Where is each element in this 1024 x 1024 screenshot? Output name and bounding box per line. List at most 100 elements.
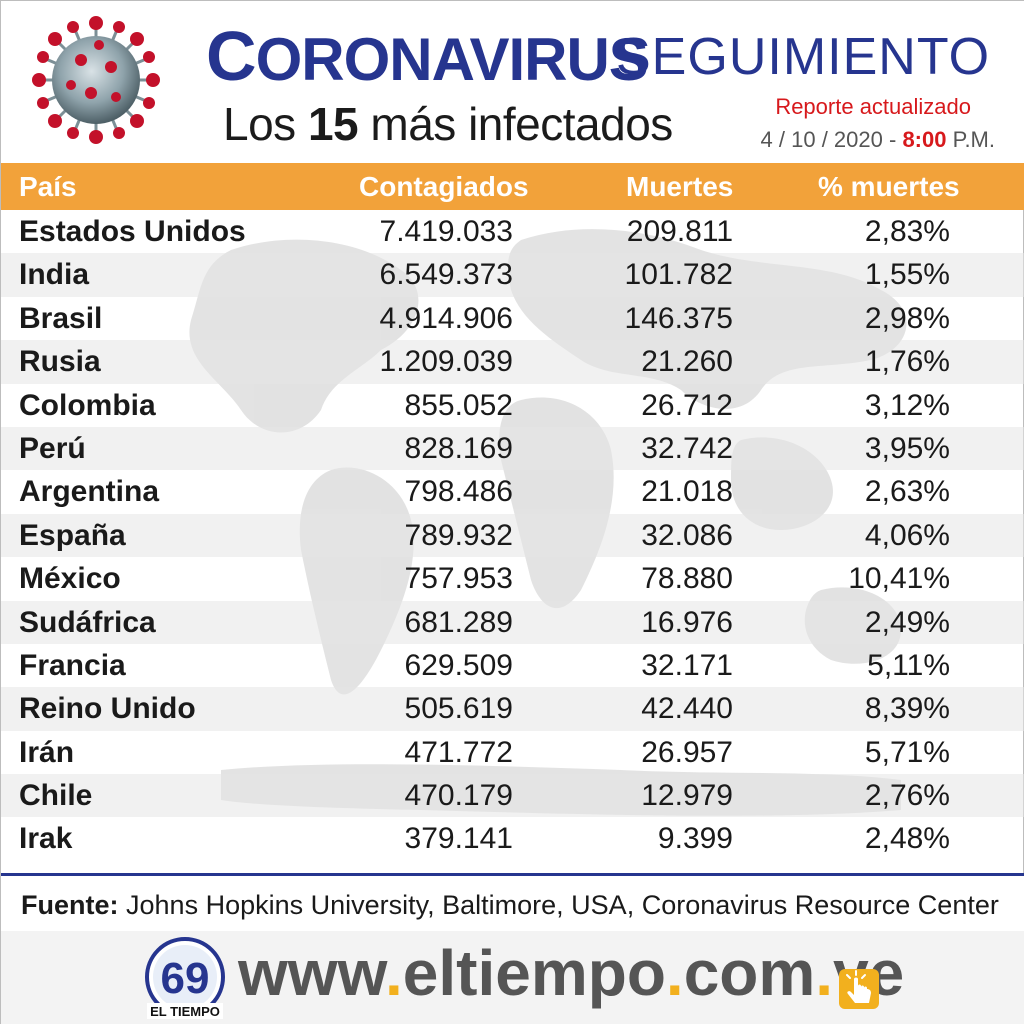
cell-country: Reino Unido <box>19 692 196 726</box>
hand-pointer-icon <box>839 969 879 1009</box>
cell-death-rate: 10,41% <box>848 562 950 596</box>
table-row: Estados Unidos 7.419.033 209.811 2,83% <box>1 210 1024 253</box>
cell-death-rate: 2,63% <box>864 475 950 509</box>
cell-country: Estados Unidos <box>19 215 246 248</box>
table-row: Irak 379.141 9.399 2,48% <box>1 817 1024 860</box>
table-row: Francia 629.509 32.171 5,11% <box>1 644 1024 687</box>
table-row: Reino Unido 505.619 42.440 8,39% <box>1 687 1024 731</box>
table-row: Sudáfrica 681.289 16.976 2,49% <box>1 600 1024 644</box>
table-row: Rusia 1.209.039 21.260 1,76% <box>1 340 1024 384</box>
cell-country: Irak <box>19 822 73 856</box>
title-main-initial: C <box>206 17 257 95</box>
logo-number: 69 <box>161 954 210 1003</box>
cell-deaths: 146.375 <box>624 301 733 335</box>
url-www: www <box>238 937 385 1009</box>
column-header-country: País <box>19 171 77 202</box>
report-date-text: 4 / 10 / 2020 - <box>760 127 897 152</box>
cell-death-rate: 2,48% <box>864 822 950 856</box>
cell-deaths: 12.979 <box>641 779 733 813</box>
cell-country: Francia <box>19 648 126 682</box>
table-header: País Contagiados Muertes % muertes <box>1 163 1024 210</box>
cell-deaths: 42.440 <box>641 692 733 726</box>
table-row: México 757.953 78.880 10,41% <box>1 557 1024 600</box>
cell-cases: 681.289 <box>404 605 513 639</box>
cell-death-rate: 2,49% <box>864 605 950 639</box>
cell-country: España <box>19 518 126 552</box>
cell-death-rate: 2,83% <box>864 215 950 248</box>
cell-cases: 7.419.033 <box>379 215 513 248</box>
cell-death-rate: 4,06% <box>864 518 950 552</box>
cell-cases: 4.914.906 <box>379 301 513 335</box>
cell-cases: 789.932 <box>404 518 513 552</box>
source-value: Johns Hopkins University, Baltimore, USA… <box>126 890 999 920</box>
cell-death-rate: 5,71% <box>864 735 950 769</box>
el-tiempo-logo: 69 EL TIEMPO <box>145 937 225 1019</box>
table-body: Estados Unidos 7.419.033 209.811 2,83% Indi… <box>1 210 1024 861</box>
cell-cases: 505.619 <box>404 692 513 726</box>
cell-deaths: 21.260 <box>641 345 733 379</box>
source-label: Fuente: <box>21 890 119 920</box>
cell-country: Irán <box>19 735 75 769</box>
coronavirus-icon <box>32 16 160 144</box>
cell-cases: 757.953 <box>404 562 513 596</box>
cell-deaths: 32.742 <box>641 431 733 465</box>
cell-death-rate: 3,95% <box>864 431 950 465</box>
table-row: India 6.549.373 101.782 1,55% <box>1 253 1024 297</box>
title-secondary: SEGUIMIENTO <box>616 28 991 86</box>
table-row: España 789.932 32.086 4,06% <box>1 513 1024 558</box>
cell-deaths: 78.880 <box>641 562 733 596</box>
cell-country: Sudáfrica <box>19 605 156 639</box>
url-dot: . <box>665 937 684 1009</box>
cell-death-rate: 8,39% <box>864 692 950 726</box>
cell-cases: 629.509 <box>404 648 513 682</box>
source-text: Fuente: Johns Hopkins University, Baltim… <box>21 890 999 921</box>
cell-death-rate: 1,76% <box>864 345 950 379</box>
branding-footer: 69 EL TIEMPO www.eltiempo.com.ve <box>1 931 1024 1024</box>
cell-country: India <box>19 258 90 292</box>
column-header-cases: Contagiados <box>359 171 529 202</box>
subtitle: Los 15 más infectados <box>223 101 673 147</box>
report-time: 8:00 <box>902 127 947 152</box>
column-header-death-rate: % muertes <box>818 171 960 202</box>
table-row: Irán 471.772 26.957 5,71% <box>1 731 1024 774</box>
cell-death-rate: 1,55% <box>864 258 950 292</box>
cell-cases: 470.179 <box>404 779 513 813</box>
header: CORONAVIRUS SEGUIMIENTO Los 15 más infec… <box>1 1 1024 163</box>
title-main-rest: ORONAVIRUS <box>255 26 649 93</box>
table-row: Argentina 798.486 21.018 2,63% <box>1 470 1024 513</box>
cell-deaths: 9.399 <box>657 822 733 856</box>
title-main: CORONAVIRUS <box>206 21 649 93</box>
table-row: Colombia 855.052 26.712 3,12% <box>1 384 1024 427</box>
cell-cases: 855.052 <box>404 388 513 422</box>
cell-deaths: 16.976 <box>641 605 733 639</box>
url-domain: eltiempo <box>402 937 666 1009</box>
cell-country: Perú <box>19 431 86 465</box>
cell-deaths: 26.712 <box>641 388 733 422</box>
cell-country: Colombia <box>19 388 156 422</box>
cell-death-rate: 5,11% <box>867 648 950 682</box>
cell-country: Brasil <box>19 301 103 335</box>
cell-deaths: 32.171 <box>641 648 733 682</box>
cell-cases: 1.209.039 <box>379 345 513 379</box>
cell-cases: 6.549.373 <box>379 258 513 292</box>
column-header-deaths: Muertes <box>626 171 734 202</box>
subtitle-suffix: más infectados <box>370 98 673 150</box>
data-table: País Contagiados Muertes % muertes Estad… <box>1 163 1024 861</box>
table-row: Chile 470.179 12.979 2,76% <box>1 774 1024 818</box>
cell-country: México <box>19 562 121 596</box>
subtitle-number: 15 <box>307 98 359 150</box>
cell-death-rate: 3,12% <box>864 388 950 422</box>
cell-country: Chile <box>19 779 93 813</box>
cell-deaths: 32.086 <box>641 518 733 552</box>
url-dot: . <box>384 937 403 1009</box>
cell-country: Rusia <box>19 345 101 379</box>
cell-deaths: 101.782 <box>624 258 733 292</box>
subtitle-prefix: Los <box>223 98 296 150</box>
url-com: com <box>683 937 816 1009</box>
report-ampm: P.M. <box>952 127 995 152</box>
cell-cases: 828.169 <box>404 431 513 465</box>
cell-cases: 471.772 <box>404 735 513 769</box>
cell-country: Argentina <box>19 475 160 509</box>
website-url[interactable]: www.eltiempo.com.ve <box>238 941 904 1005</box>
